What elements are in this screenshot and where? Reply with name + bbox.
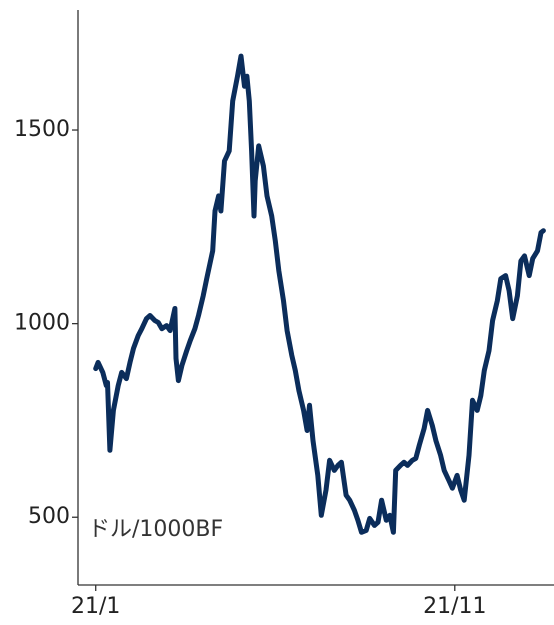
y-tick-label: 1000 bbox=[14, 311, 70, 336]
y-tick-label: 1500 bbox=[14, 117, 70, 142]
x-tick-label: 21/11 bbox=[423, 594, 486, 619]
x-tick-label: 21/1 bbox=[71, 594, 120, 619]
y-tick-label: 500 bbox=[28, 504, 70, 529]
annotation: ドル/1000BF bbox=[88, 517, 223, 542]
line-series bbox=[93, 53, 546, 535]
